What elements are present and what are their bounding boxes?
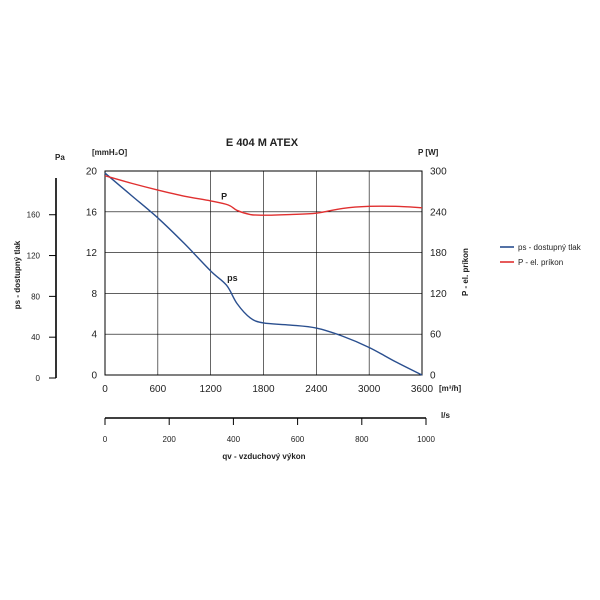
power-axis-unit: P [W] xyxy=(418,148,439,157)
m3h-tick-label: 0 xyxy=(102,384,108,395)
ls-tick-label: 1000 xyxy=(417,435,435,444)
legend-label-power: P - el. príkon xyxy=(518,258,563,267)
mmh2o-tick-label: 8 xyxy=(91,289,97,300)
ls-axis: 0 200 400 600 800 1000 xyxy=(103,417,435,444)
mmh2o-tick-label: 20 xyxy=(86,167,98,178)
pa-tick-label: 120 xyxy=(27,252,41,261)
m3h-tick-label: 3000 xyxy=(358,384,381,395)
series-layer xyxy=(104,172,423,376)
legend-label-ps: ps - dostupný tlak xyxy=(518,243,582,252)
mmh2o-tick-label: 16 xyxy=(86,207,98,218)
mmh2o-axis-unit: [mmH₂O] xyxy=(92,148,127,157)
power-tick-label: 180 xyxy=(430,248,447,259)
pa-tick-label: 160 xyxy=(27,211,41,220)
m3h-axis: 0 600 1200 1800 2400 3000 3600 xyxy=(102,384,433,395)
m3h-axis-unit: [m³/h] xyxy=(439,384,462,393)
pa-tick-label: 40 xyxy=(31,333,40,342)
chart-title: E 404 M ATEX xyxy=(226,137,299,149)
series-line-power xyxy=(104,175,423,216)
power-axis-title: P - el. príkon xyxy=(461,248,470,296)
m3h-tick-label: 3600 xyxy=(411,384,434,395)
power-tick-label: 300 xyxy=(430,167,447,178)
m3h-tick-label: 600 xyxy=(149,384,166,395)
power-tick-label: 0 xyxy=(430,371,436,382)
series-line-ps xyxy=(104,172,423,376)
m3h-tick-label: 1200 xyxy=(200,384,223,395)
curve-labels: ps P xyxy=(221,192,238,284)
x-axis-title: qv - vzduchový výkon xyxy=(222,452,305,461)
ls-tick-label: 400 xyxy=(227,435,241,444)
pa-tick-label: 80 xyxy=(31,292,40,301)
power-tick-label: 120 xyxy=(430,289,447,300)
grid xyxy=(104,170,423,376)
m3h-tick-label: 2400 xyxy=(305,384,328,395)
ls-axis-unit: l/s xyxy=(441,411,450,420)
mmh2o-tick-label: 0 xyxy=(91,371,97,382)
ls-tick-label: 0 xyxy=(103,435,108,444)
pa-tick-label: 0 xyxy=(36,374,41,383)
curve-label-ps: ps xyxy=(227,273,238,283)
pa-axis-unit: Pa xyxy=(55,153,65,162)
mmh2o-tick-label: 4 xyxy=(91,330,97,341)
pa-axis: 0 40 80 120 160 xyxy=(27,178,57,383)
ls-tick-label: 800 xyxy=(355,435,369,444)
ls-tick-label: 200 xyxy=(163,435,177,444)
m3h-tick-label: 1800 xyxy=(252,384,275,395)
power-tick-label: 240 xyxy=(430,207,447,218)
power-axis: 0 60 120 180 240 300 xyxy=(430,167,447,382)
pa-axis-title: ps - dostupný tlak xyxy=(13,240,22,309)
plot-frame xyxy=(104,170,423,376)
mmh2o-tick-label: 12 xyxy=(86,248,98,259)
mmh2o-axis: 0 4 8 12 16 20 xyxy=(86,167,98,382)
curve-label-power: P xyxy=(221,192,227,202)
legend: ps - dostupný tlak P - el. príkon xyxy=(500,243,582,267)
power-tick-label: 60 xyxy=(430,330,442,341)
ls-tick-label: 600 xyxy=(291,435,305,444)
